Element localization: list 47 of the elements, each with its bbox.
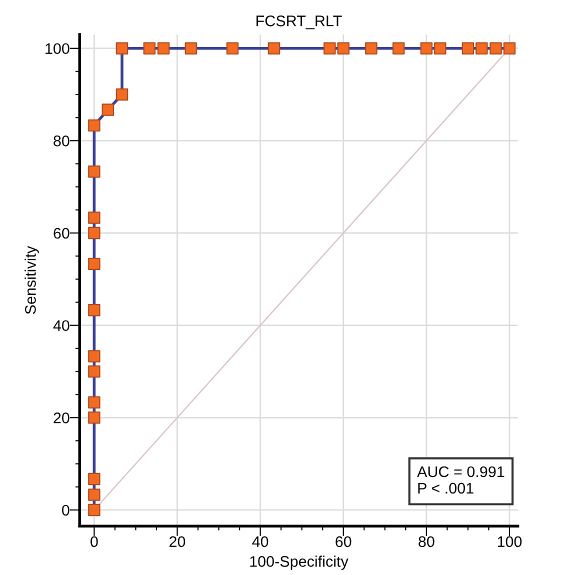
point: [88, 258, 100, 270]
point: [476, 42, 488, 54]
y-axis-title: Sensitivity: [24, 246, 39, 314]
x-tick-label: 100: [498, 536, 522, 548]
point: [226, 42, 239, 54]
point: [116, 88, 128, 101]
point: [88, 396, 100, 409]
point: [143, 42, 156, 54]
y-tick-label: 60: [54, 228, 70, 239]
y-tick-label: 100: [46, 43, 70, 54]
point: [102, 104, 114, 116]
annotation: AUC = 0.991 P < .001: [417, 466, 504, 494]
point: [337, 42, 350, 54]
point: [88, 504, 100, 516]
chart-title: FCSRT_RLT: [256, 16, 342, 30]
point: [392, 42, 405, 54]
y-tick-label: 20: [54, 412, 70, 424]
x-tick-label: 20: [170, 536, 186, 548]
x-tick-label: 40: [252, 536, 268, 548]
point: [503, 42, 516, 54]
point: [88, 472, 100, 486]
point: [324, 42, 336, 54]
point: [184, 42, 198, 54]
point: [420, 42, 433, 54]
point: [365, 42, 378, 54]
x-axis-title: 100-Specificity: [250, 556, 348, 570]
point: [88, 212, 100, 224]
x-tick-label: 60: [336, 536, 352, 548]
point: [88, 226, 100, 240]
point: [268, 42, 280, 54]
x-tick-label: 0: [90, 536, 98, 548]
point: [88, 488, 100, 501]
point: [490, 42, 502, 54]
point: [88, 350, 100, 362]
y-tick-label: 40: [53, 320, 70, 332]
point: [434, 42, 446, 54]
point: [116, 42, 128, 54]
point: [88, 165, 100, 178]
x-tick-label: 80: [418, 536, 434, 548]
y-tick-label: 80: [54, 136, 70, 146]
y-tick-label: 0: [62, 504, 70, 516]
point: [88, 304, 100, 316]
point: [88, 119, 100, 132]
point: [88, 412, 100, 424]
point: [88, 365, 100, 378]
point: [462, 42, 474, 54]
point: [157, 42, 170, 54]
